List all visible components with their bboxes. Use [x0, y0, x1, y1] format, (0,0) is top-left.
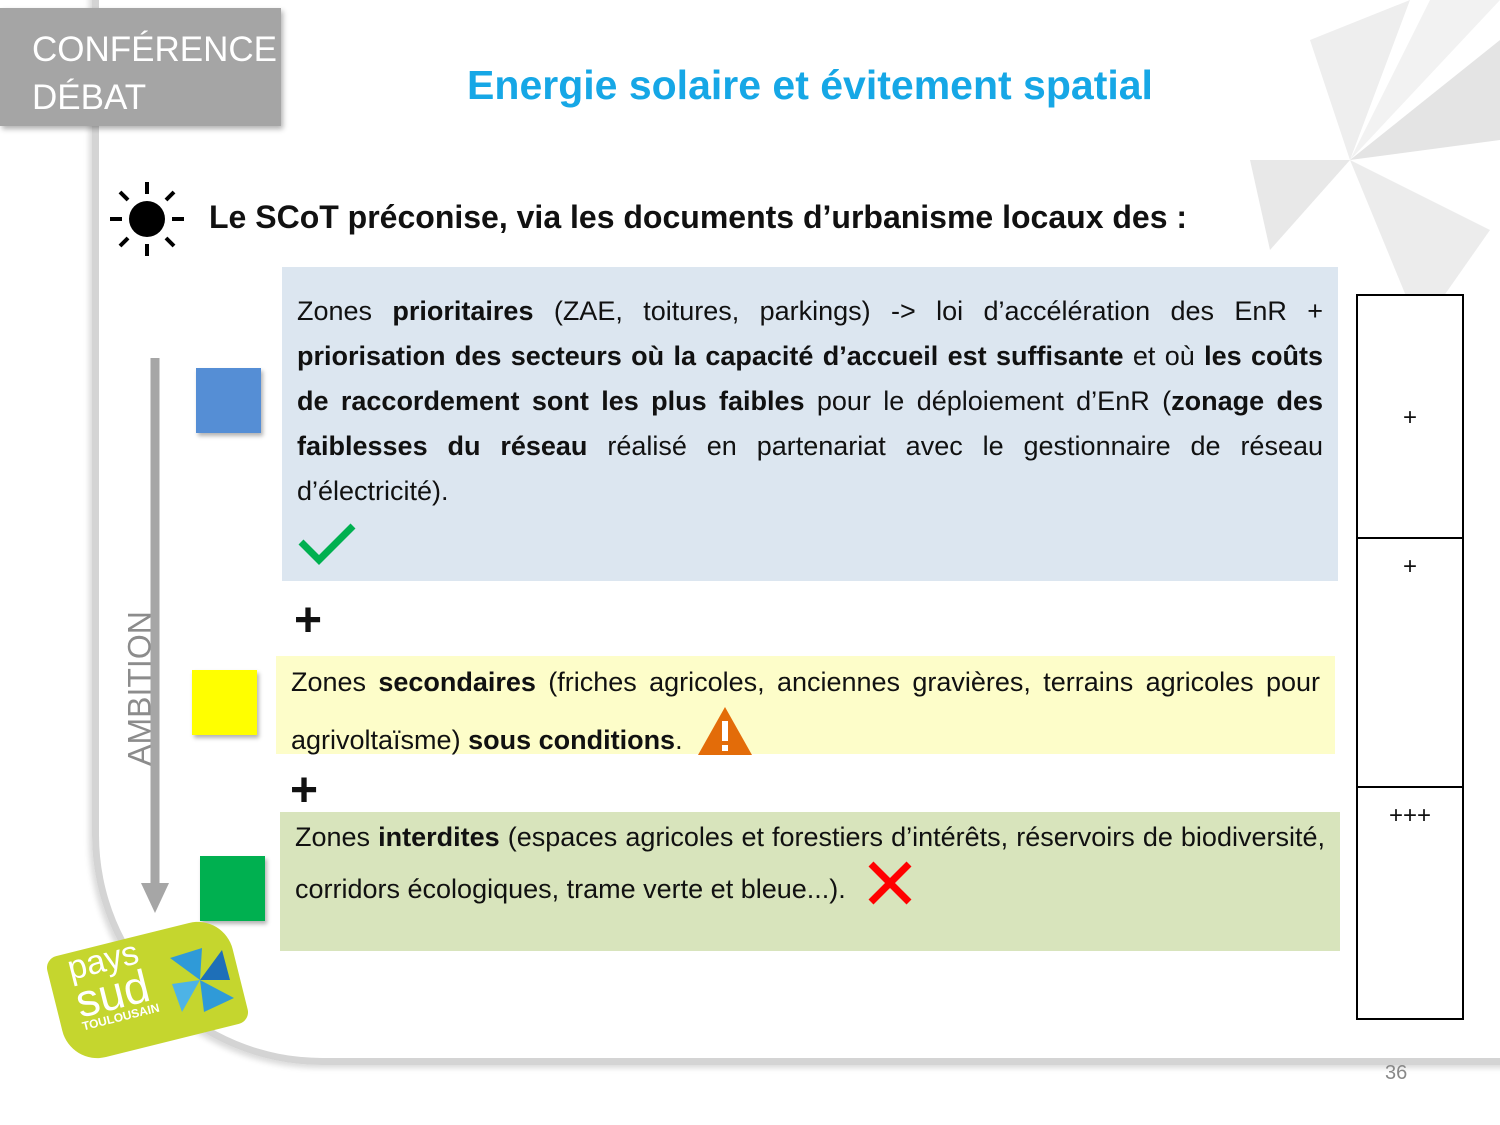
zone-text-segment: (espaces agricoles et forestiers d’intér… [295, 822, 1325, 904]
side-cell: + [1358, 296, 1462, 539]
ambition-label: AMBITION [121, 611, 158, 766]
zone-text-segment: (friches agricoles, anciennes gravières,… [291, 667, 1320, 755]
zone-color-blue [196, 368, 261, 433]
zone-text: Zones interdites (espaces agricoles et f… [295, 822, 1325, 904]
check-icon [298, 523, 356, 565]
ambition-arrow [141, 358, 169, 913]
pinwheel-logo-icon [170, 948, 234, 1012]
side-cell: +++ [1388, 802, 1432, 829]
zone-text-segment: Zones [297, 296, 393, 326]
cross-icon [868, 861, 912, 905]
tag-line-2: DÉBAT [32, 78, 147, 117]
zone-text-bold: sous conditions [468, 725, 676, 755]
zone-text-segment: réalisé en partenariat avec le gestionna… [297, 431, 1323, 506]
zone-text-segment: Zones [295, 822, 379, 852]
tag-line-1: CONFÉRENCE [32, 30, 278, 69]
zone-text-segment: pour le déploiement d’EnR ( [804, 386, 1172, 416]
zone-secondary-box: Zones secondaires (friches agricoles, an… [276, 656, 1335, 755]
zone-text-bold: priorisation des secteurs où la capacité… [297, 341, 1124, 371]
plus-separator: + [294, 594, 323, 647]
decorative-curve [92, 0, 1500, 1065]
zone-forbidden-box: Zones interdites (espaces agricoles et f… [280, 812, 1340, 951]
zone-priority-box: Zones prioritaires (ZAE, toitures, parki… [282, 267, 1338, 581]
zone-text-segment: (ZAE, toitures, parkings) -> loi d’accél… [533, 296, 1323, 326]
zone-color-yellow [192, 670, 257, 735]
page-number: 36 [1385, 1062, 1408, 1084]
zone-color-green [200, 856, 265, 921]
zone-text-bold: les coûts de raccordement sont les plus … [297, 341, 1323, 416]
warning-icon [698, 707, 753, 755]
zone-text-bold: zonage des faiblesses du réseau [297, 386, 1323, 461]
side-column-table: + + +++ [1356, 294, 1464, 1020]
zone-text-bold: prioritaires [392, 296, 534, 326]
logo: pays sud TOULOUSAIN [44, 914, 251, 1066]
zone-text-bold: secondaires [378, 667, 536, 697]
zone-text-segment: Zones [291, 667, 379, 697]
sun-icon [110, 182, 184, 256]
zone-text: Zones prioritaires (ZAE, toitures, parki… [297, 296, 1323, 506]
zone-text-segment: et où [1123, 341, 1205, 371]
slide-title: Energie solaire et évitement spatial [467, 62, 1153, 108]
section-tag: CONFÉRENCE DÉBAT [0, 8, 281, 126]
plus-separator: + [290, 764, 319, 817]
side-cell: + [1358, 539, 1462, 788]
zone-text-segment: . [675, 725, 683, 755]
lead-text: Le SCoT préconise, via les documents d’u… [209, 199, 1188, 235]
zone-text-bold: interdites [378, 822, 500, 852]
zone-text: Zones secondaires (friches agricoles, an… [291, 667, 1320, 755]
